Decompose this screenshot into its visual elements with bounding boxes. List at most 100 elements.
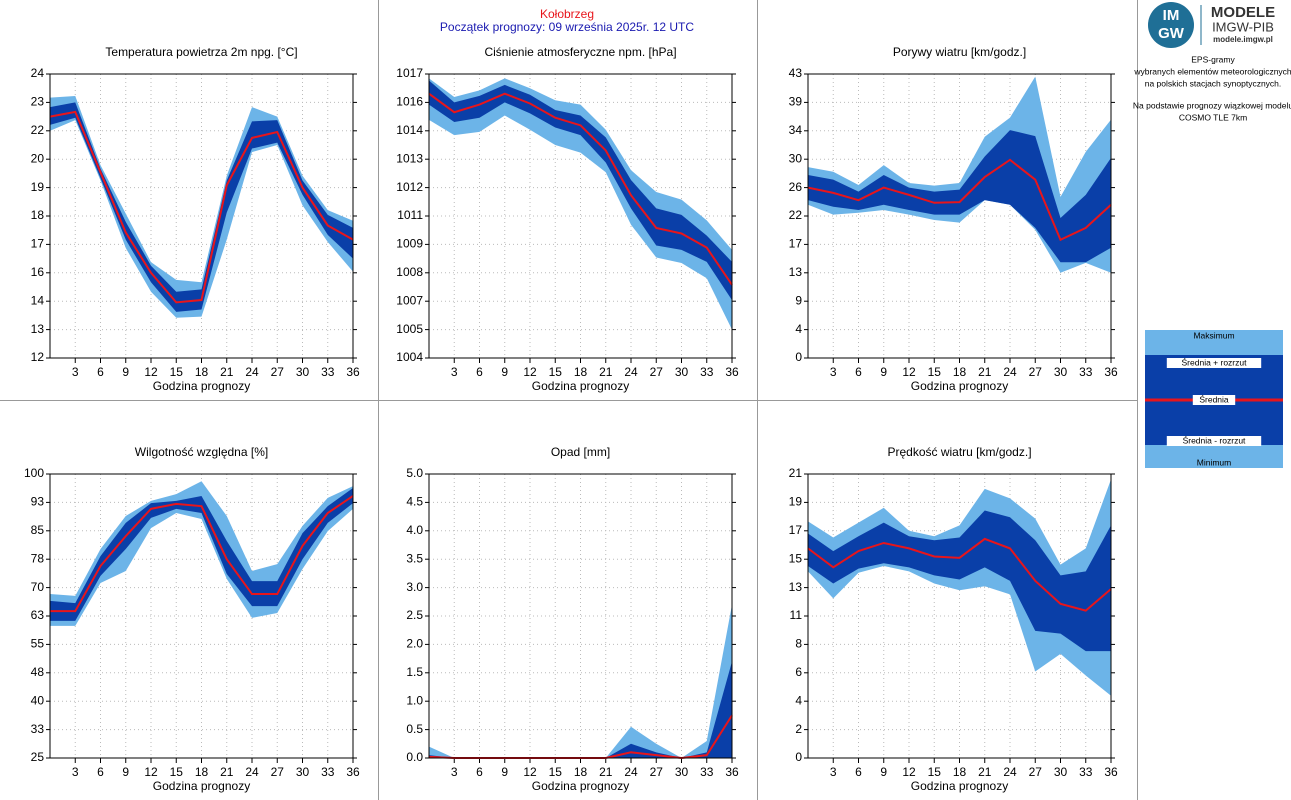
x-tick-label: 15 [928, 365, 942, 379]
x-tick-label: 6 [97, 765, 104, 779]
y-tick-label: 5.0 [406, 466, 423, 480]
x-tick-label: 36 [346, 765, 360, 779]
x-tick-label: 18 [574, 765, 588, 779]
description-line: na polskich stacjach synoptycznych. [1145, 78, 1282, 88]
y-tick-label: 1009 [396, 237, 423, 251]
y-tick-label: 39 [789, 95, 803, 109]
x-tick-label: 15 [928, 765, 942, 779]
x-tick-label: 30 [1054, 765, 1068, 779]
y-tick-label: 25 [31, 750, 45, 764]
x-tick-label: 6 [476, 765, 483, 779]
x-tick-label: 6 [476, 365, 483, 379]
y-tick-label: 17 [789, 237, 803, 251]
x-tick-label: 9 [122, 765, 129, 779]
spread-band [808, 510, 1111, 652]
chart: Porywy wiatru [km/godz.] Godzina prognozy… [789, 45, 1118, 393]
legend-label: Średnia + rozrzut [1182, 356, 1248, 367]
plot-frame [428, 473, 733, 759]
x-axis-label: Godzina prognozy [532, 379, 629, 393]
chart: Prędkość wiatru [km/godz.] Godzina progno… [789, 445, 1118, 793]
mean-line [428, 714, 733, 760]
y-tick-label: 48 [31, 665, 45, 679]
spread-band [429, 661, 732, 758]
x-tick-label: 15 [549, 365, 563, 379]
x-tick-label: 24 [624, 765, 638, 779]
y-tick-label: 4.5 [406, 495, 423, 509]
y-tick-label: 2.0 [406, 637, 423, 651]
x-tick-label: 3 [72, 365, 79, 379]
y-tick-label: 13 [789, 580, 803, 594]
logo-circle [1148, 2, 1194, 48]
x-tick-label: 21 [978, 765, 992, 779]
y-tick-label: 11 [790, 608, 803, 622]
x-tick-label: 15 [170, 365, 184, 379]
x-tick-label: 30 [296, 765, 310, 779]
legend-label-bg [1166, 358, 1262, 368]
y-tick-label: 24 [31, 66, 45, 80]
y-tick-label: 1007 [396, 293, 423, 307]
chart-title: Prędkość wiatru [km/godz.] [887, 445, 1031, 459]
x-tick-label: 9 [880, 765, 887, 779]
y-tick-label: 19 [31, 180, 45, 194]
x-tick-label: 18 [195, 365, 209, 379]
x-tick-label: 3 [451, 365, 458, 379]
x-tick-label: 12 [523, 765, 537, 779]
legend-label: Średnia - rozrzut [1183, 434, 1246, 445]
chart: Ciśnienie atmosferyczne npm. [hPa] Godzin… [396, 45, 739, 393]
x-tick-label: 24 [245, 765, 259, 779]
y-tick-label: 6 [795, 665, 802, 679]
y-tick-label: 1012 [396, 180, 423, 194]
x-tick-label: 9 [880, 365, 887, 379]
x-tick-label: 24 [624, 365, 638, 379]
y-tick-label: 63 [31, 608, 45, 622]
x-tick-label: 18 [195, 765, 209, 779]
x-tick-label: 3 [72, 765, 79, 779]
charts: Temperatura powietrza 2m npg. [°C] Godzin… [24, 45, 1118, 793]
y-tick-label: 1014 [396, 123, 423, 137]
description: EPS-gramy wybranych elementów meteorolog… [1133, 54, 1291, 122]
legend: Maksimum Średnia + rozrzut Średnia Średnia … [1145, 330, 1283, 468]
x-tick-label: 27 [271, 365, 285, 379]
x-tick-label: 18 [953, 765, 967, 779]
y-tick-label: 1.0 [406, 693, 423, 707]
x-tick-label: 18 [574, 365, 588, 379]
y-tick-label: 1008 [396, 265, 423, 279]
x-tick-label: 6 [97, 365, 104, 379]
x-tick-label: 9 [501, 365, 508, 379]
spread-band [50, 488, 353, 621]
chart: Wilgotność względna [%]Godzina prognozy2… [24, 445, 360, 793]
x-tick-label: 30 [296, 365, 310, 379]
y-tick-label: 23 [31, 95, 45, 109]
description-line: EPS-gramy [1191, 54, 1235, 64]
y-tick-label: 22 [789, 208, 803, 222]
chart: Temperatura powietrza 2m npg. [°C] Godzin… [31, 45, 360, 393]
x-tick-label: 30 [675, 765, 689, 779]
dividers [0, 0, 1138, 800]
x-tick-label: 21 [220, 765, 234, 779]
y-tick-label: 12 [31, 350, 45, 364]
spread-band [429, 80, 732, 301]
y-tick-label: 20 [31, 151, 45, 165]
y-tick-label: 21 [789, 466, 803, 480]
x-axis-label: Godzina prognozy [153, 379, 250, 393]
y-tick-label: 1011 [397, 208, 423, 222]
y-tick-label: 3.5 [406, 551, 423, 565]
y-tick-label: 0.0 [406, 750, 423, 764]
x-axis-label: Godzina prognozy [153, 779, 250, 793]
description-line: COSMO TLE 7km [1179, 112, 1247, 122]
x-tick-label: 30 [1054, 365, 1068, 379]
y-tick-label: 26 [789, 180, 803, 194]
y-tick-label: 4 [795, 693, 802, 707]
y-tick-label: 78 [31, 551, 45, 565]
chart-title: Wilgotność względna [%] [135, 445, 268, 459]
x-tick-label: 21 [599, 365, 613, 379]
x-axis-label: Godzina prognozy [911, 379, 1008, 393]
y-tick-label: 93 [31, 495, 45, 509]
y-tick-label: 1017 [396, 66, 423, 80]
y-tick-label: 13 [789, 265, 803, 279]
y-tick-label: 15 [789, 551, 803, 565]
y-tick-label: 0 [795, 750, 802, 764]
x-tick-label: 12 [902, 365, 916, 379]
y-tick-label: 30 [789, 151, 803, 165]
mean-line [807, 158, 1112, 242]
